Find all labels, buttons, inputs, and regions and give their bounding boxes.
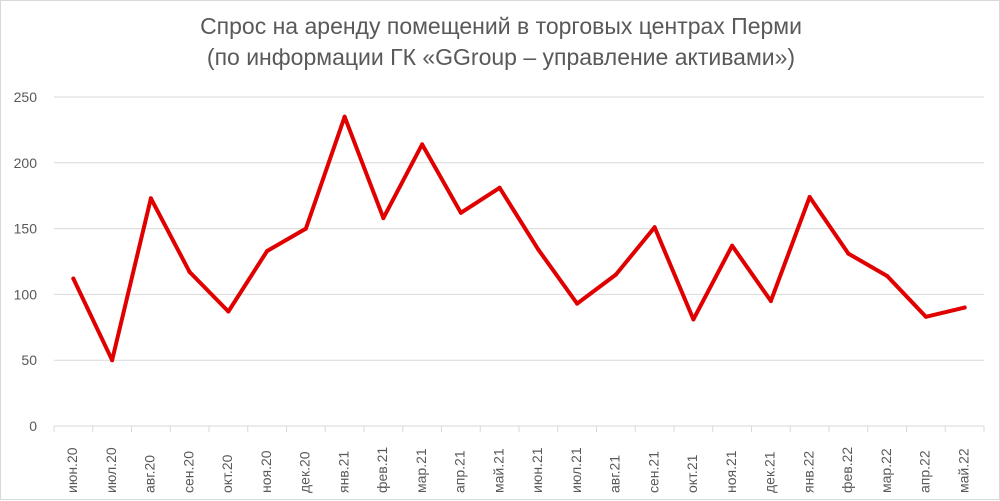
data-point <box>652 225 657 230</box>
data-point <box>691 317 696 322</box>
data-point <box>342 114 347 119</box>
x-tick-label: сен.20 <box>180 451 196 493</box>
y-tick-label: 100 <box>14 286 38 302</box>
data-point <box>265 248 270 253</box>
x-tick-label: дек.21 <box>762 451 778 493</box>
data-point <box>730 243 735 248</box>
x-tick-label: май.22 <box>955 448 971 493</box>
data-point <box>885 273 890 278</box>
data-point <box>768 298 773 303</box>
series-layer <box>71 114 967 363</box>
data-point <box>613 272 618 277</box>
x-tick-label: янв.21 <box>335 451 351 493</box>
x-tick-label: мар.22 <box>878 448 894 493</box>
series-line <box>71 114 967 363</box>
x-tick-label: апр.21 <box>452 450 468 493</box>
x-tick-label: окт.21 <box>684 454 700 493</box>
data-point <box>420 142 425 147</box>
y-tick-label: 150 <box>14 221 38 237</box>
x-tick-label: фев.21 <box>374 447 390 493</box>
data-point <box>71 276 76 281</box>
chart-title-line-2: (по информации ГК «GGroup – управление а… <box>206 44 796 70</box>
x-tick-label: июн.21 <box>529 447 545 493</box>
axis-layer <box>53 425 985 432</box>
y-tick-label: 200 <box>14 155 38 171</box>
x-tick-label: июл.21 <box>568 447 584 493</box>
x-tick-label: апр.22 <box>917 450 933 493</box>
data-point <box>807 195 812 200</box>
x-axis-ticks: июн.20 июл.20 авг.20 сен.20 окт.20 ноя.20 дек.… <box>64 447 971 493</box>
data-point <box>381 216 386 221</box>
y-tick-label: 50 <box>21 352 37 368</box>
x-tick-label: авг.21 <box>607 455 623 493</box>
data-point <box>536 247 541 252</box>
x-tick-label: май.21 <box>490 448 506 493</box>
grid-layer <box>54 96 984 361</box>
x-tick-label: сен.21 <box>645 451 661 493</box>
x-tick-label: дек.20 <box>297 451 313 493</box>
data-point <box>923 314 928 319</box>
y-axis-ticks: 0 50 100 150 200 250 <box>14 89 38 434</box>
x-tick-label: янв.22 <box>800 451 816 493</box>
y-tick-label: 250 <box>14 89 38 105</box>
x-tick-label: фев.22 <box>839 447 855 493</box>
data-point <box>962 305 967 310</box>
data-point <box>497 185 502 190</box>
chart-title: Спрос на аренду помещений в торговых цен… <box>1 11 1000 73</box>
chart-title-line-1: Спрос на аренду помещений в торговых цен… <box>200 13 802 39</box>
data-point <box>575 301 580 306</box>
x-tick-label: окт.20 <box>219 454 235 493</box>
data-point <box>110 358 115 363</box>
x-tick-label: июн.20 <box>64 447 80 493</box>
data-point <box>187 270 192 275</box>
y-tick-label: 0 <box>29 418 37 434</box>
x-tick-label: ноя.20 <box>258 450 274 493</box>
x-tick-label: мар.21 <box>413 448 429 493</box>
x-tick-label: ноя.21 <box>723 450 739 493</box>
data-point <box>226 309 231 314</box>
data-point <box>846 251 851 256</box>
x-tick-label: авг.20 <box>142 455 158 493</box>
data-point <box>148 196 153 201</box>
data-point <box>458 210 463 215</box>
data-point <box>303 226 308 231</box>
x-tick-label: июл.20 <box>103 447 119 493</box>
